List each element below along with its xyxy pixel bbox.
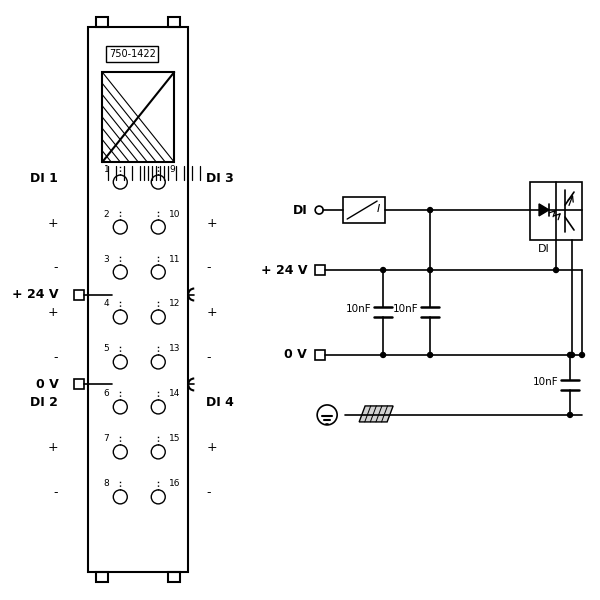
Text: +: +: [206, 442, 217, 454]
Circle shape: [315, 206, 323, 214]
Circle shape: [580, 352, 584, 358]
Circle shape: [151, 400, 165, 414]
Bar: [74, 290, 84, 299]
Bar: [315, 350, 325, 360]
Text: 9: 9: [169, 164, 175, 173]
Circle shape: [113, 400, 127, 414]
Text: 8: 8: [104, 479, 109, 488]
Circle shape: [554, 268, 559, 272]
Bar: [74, 379, 84, 389]
Text: -: -: [54, 352, 58, 364]
Circle shape: [428, 352, 433, 358]
Bar: [343, 197, 385, 223]
Polygon shape: [359, 406, 393, 422]
Text: +: +: [206, 217, 217, 230]
Text: 10nF: 10nF: [346, 304, 371, 314]
Text: -: -: [54, 262, 58, 275]
Text: -: -: [206, 352, 211, 364]
Text: 5: 5: [104, 344, 109, 353]
Bar: [106, 46, 158, 62]
Text: +: +: [47, 307, 58, 319]
Circle shape: [151, 355, 165, 369]
Circle shape: [428, 268, 433, 272]
Circle shape: [151, 265, 165, 279]
Bar: [96, 17, 108, 27]
Text: 15: 15: [169, 434, 181, 443]
Bar: [168, 17, 180, 27]
Text: +: +: [47, 217, 58, 230]
Text: 6: 6: [104, 389, 109, 398]
Circle shape: [151, 175, 165, 189]
Text: -: -: [54, 487, 58, 499]
Text: 14: 14: [169, 389, 181, 398]
Text: 16: 16: [169, 479, 181, 488]
Text: 7: 7: [104, 434, 109, 443]
Bar: [315, 265, 325, 275]
Text: 0 V: 0 V: [284, 349, 307, 361]
Circle shape: [113, 490, 127, 504]
Circle shape: [428, 208, 433, 212]
Text: + 24 V: + 24 V: [12, 288, 58, 301]
Text: DI 1: DI 1: [31, 172, 58, 185]
Circle shape: [569, 352, 575, 358]
Text: 10nF: 10nF: [532, 377, 558, 387]
Text: 13: 13: [169, 344, 181, 353]
Text: DI 2: DI 2: [31, 397, 58, 409]
Text: 10: 10: [169, 209, 181, 218]
Text: 10nF: 10nF: [392, 304, 418, 314]
Circle shape: [568, 412, 572, 418]
Text: DI 4: DI 4: [206, 397, 234, 409]
Circle shape: [380, 268, 386, 272]
Text: -: -: [206, 487, 211, 499]
Text: DI: DI: [292, 203, 307, 217]
Circle shape: [380, 352, 386, 358]
Text: 0 V: 0 V: [35, 378, 58, 391]
Text: 2: 2: [104, 209, 109, 218]
Text: DI 3: DI 3: [206, 172, 234, 185]
Circle shape: [151, 220, 165, 234]
Bar: [96, 572, 108, 582]
Circle shape: [113, 175, 127, 189]
Circle shape: [113, 445, 127, 459]
Text: I: I: [377, 204, 380, 214]
Text: 12: 12: [169, 299, 181, 308]
Circle shape: [113, 265, 127, 279]
Text: +: +: [206, 307, 217, 319]
Bar: [102, 72, 174, 162]
Text: 3: 3: [104, 254, 109, 263]
Text: 4: 4: [104, 299, 109, 308]
Circle shape: [151, 310, 165, 324]
Polygon shape: [539, 204, 549, 216]
Text: + 24 V: + 24 V: [260, 263, 307, 277]
Circle shape: [113, 310, 127, 324]
Circle shape: [317, 405, 337, 425]
Circle shape: [113, 355, 127, 369]
Text: +: +: [47, 442, 58, 454]
Text: 11: 11: [169, 254, 181, 263]
Circle shape: [568, 352, 572, 358]
Circle shape: [151, 445, 165, 459]
Circle shape: [113, 220, 127, 234]
Bar: [530, 182, 582, 240]
Circle shape: [151, 490, 165, 504]
Text: 750-1422: 750-1422: [109, 49, 156, 59]
Text: -: -: [206, 262, 211, 275]
Text: DI: DI: [538, 244, 550, 254]
Bar: [168, 572, 180, 582]
Bar: [88, 27, 188, 572]
Text: 1: 1: [104, 164, 109, 173]
